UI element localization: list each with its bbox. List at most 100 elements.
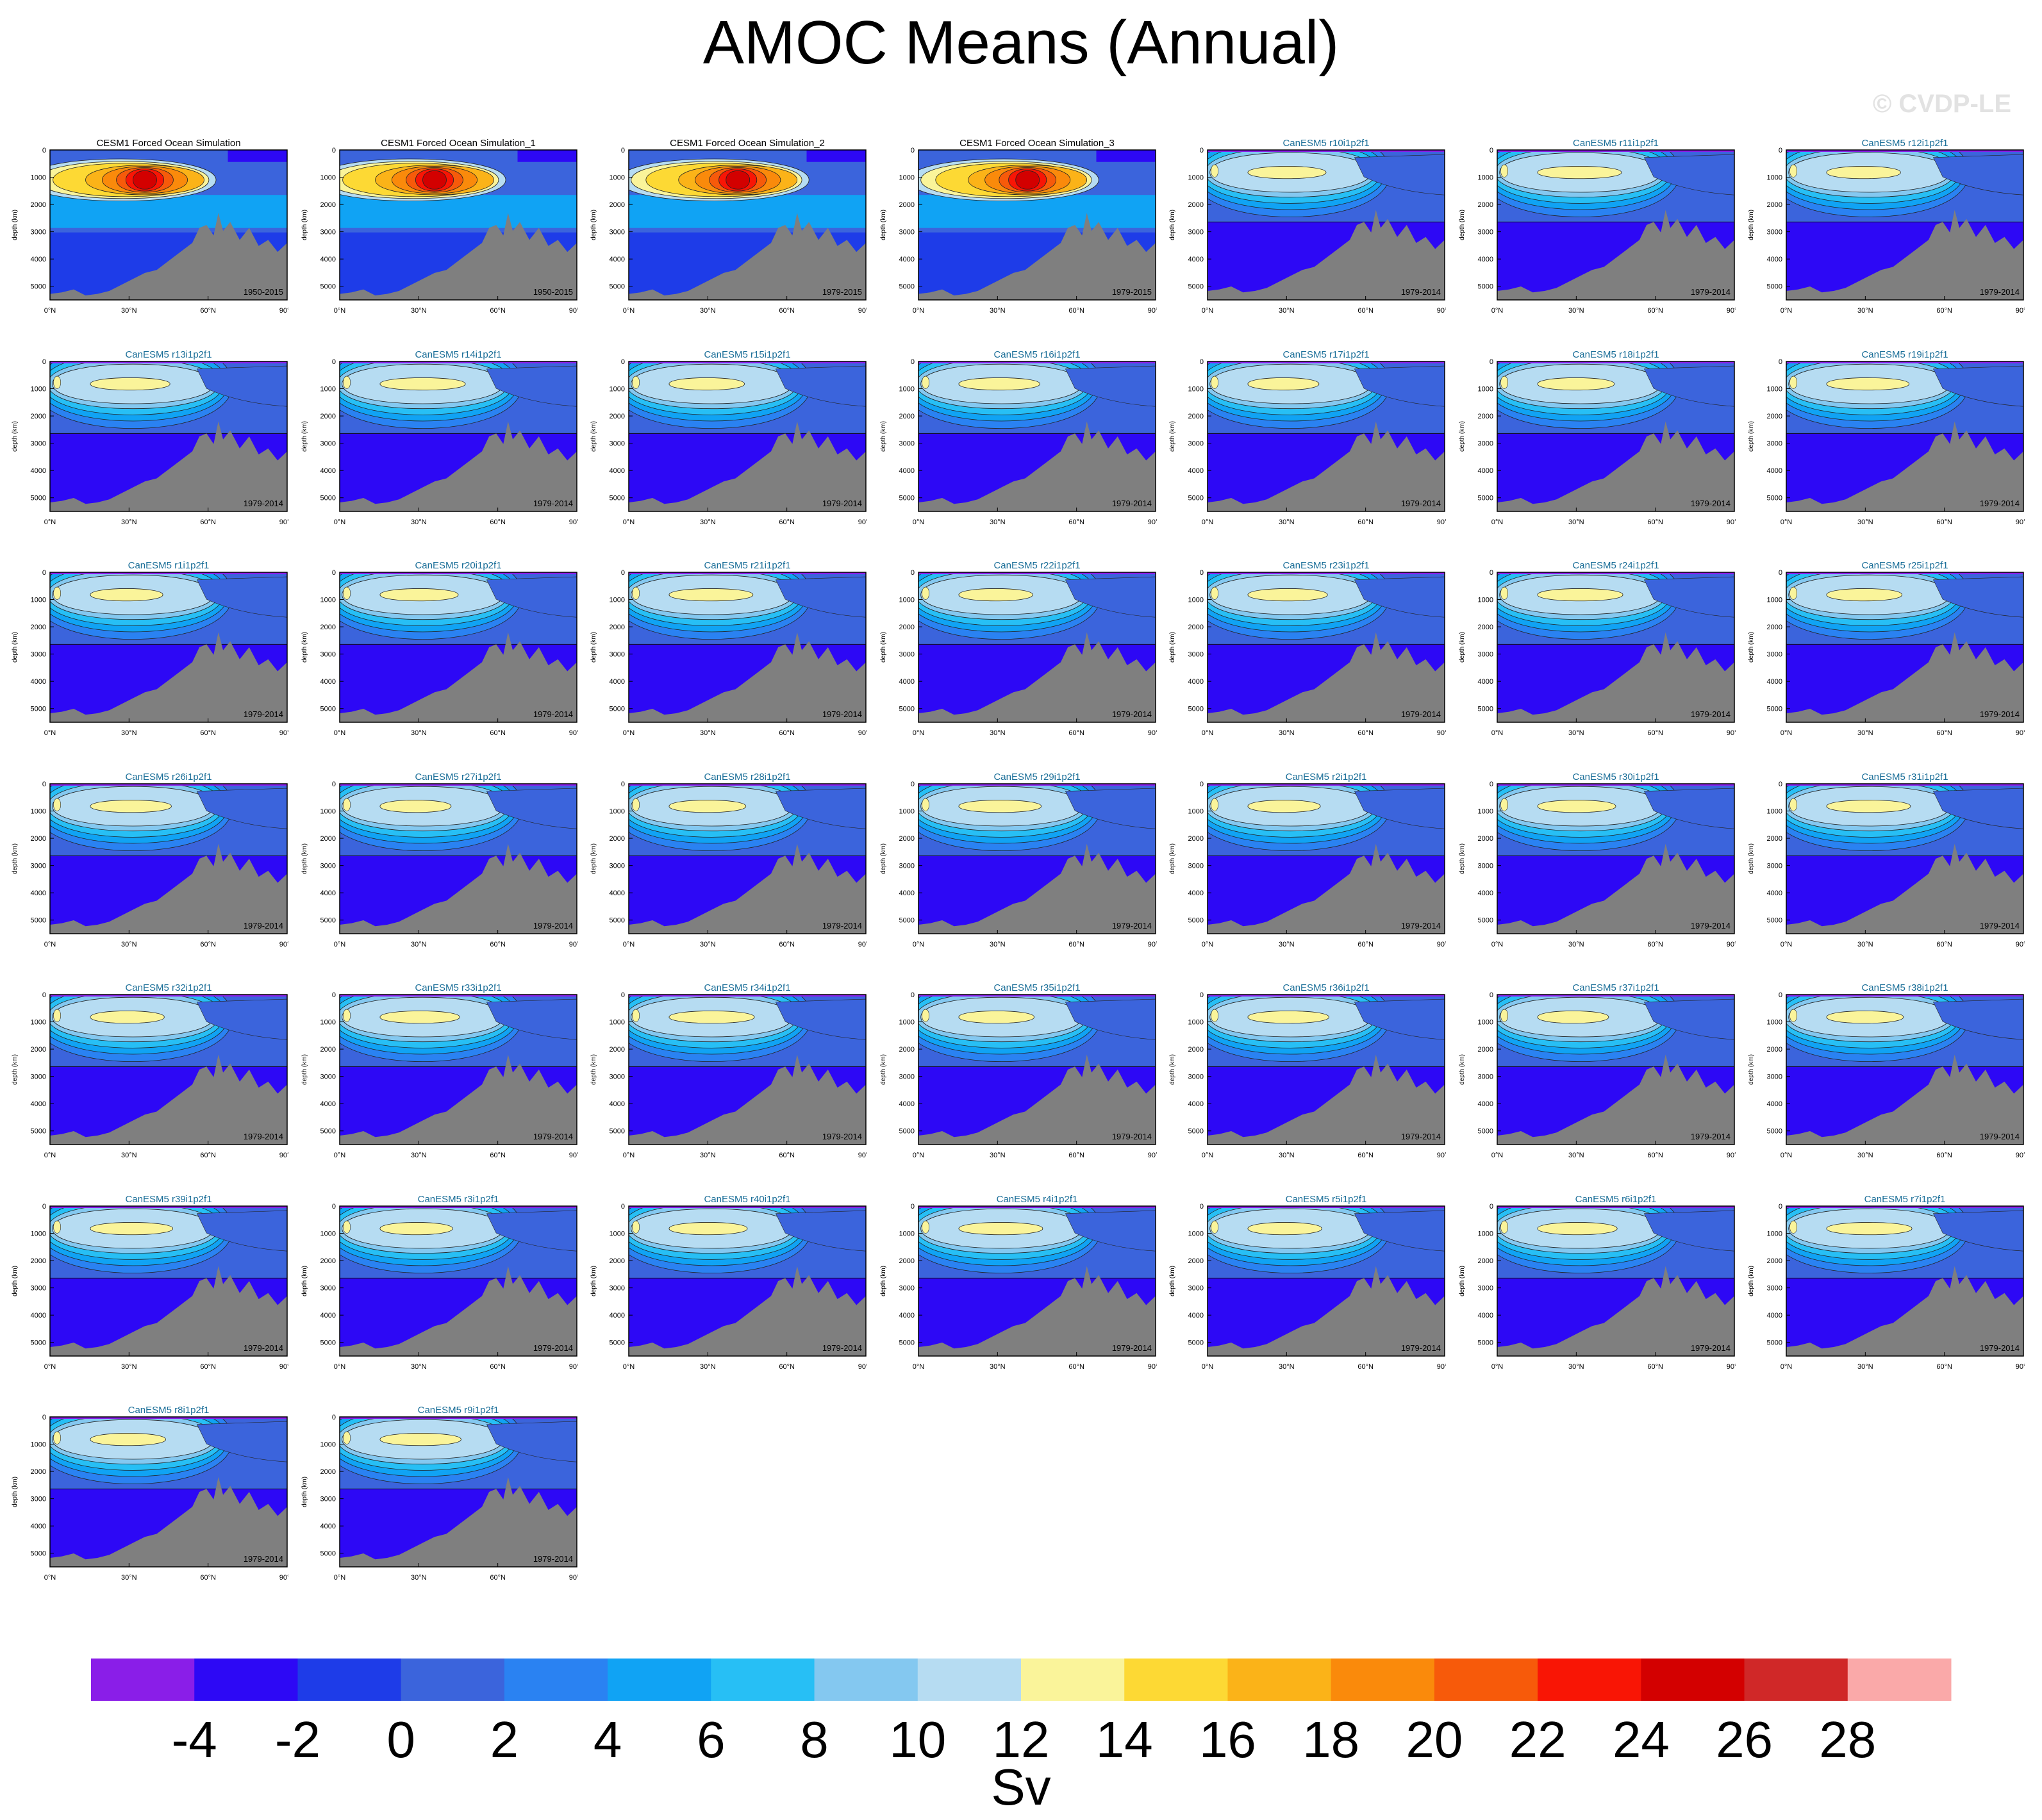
- x-tick-label: 30°N: [411, 518, 427, 526]
- x-tick-label: 90°N: [1437, 1363, 1446, 1371]
- x-tick-label: 30°N: [121, 1152, 137, 1159]
- y-tick-label: 3000: [1477, 1073, 1493, 1081]
- y-tick-label: 4000: [1477, 1100, 1493, 1108]
- y-tick-label: 0: [331, 147, 335, 154]
- field-band: [339, 783, 577, 786]
- period-label: 1979-2014: [244, 499, 283, 508]
- x-tick-label: 30°N: [1568, 1152, 1584, 1159]
- y-tick-label: 1000: [610, 174, 625, 182]
- x-tick-label: 90°N: [279, 941, 288, 948]
- y-tick-label: 4000: [320, 256, 335, 263]
- field-band: [339, 995, 577, 997]
- x-tick-label: 30°N: [1279, 518, 1295, 526]
- x-tick-label: 30°N: [1568, 1363, 1584, 1371]
- x-tick-label: 0°N: [623, 518, 635, 526]
- x-tick-label: 30°N: [1857, 941, 1873, 948]
- y-tick-label: 4000: [31, 256, 46, 263]
- panel-plot: CanESM5 r28i1p2f1 0 1000 2000 3000 4000 5000 de…: [590, 772, 867, 948]
- y-tick-label: 5000: [899, 706, 914, 713]
- panel-plot: CanESM5 r1i1p2f1 0 1000 2000 3000 4000 5000 dep…: [12, 560, 288, 737]
- contour-band: [958, 799, 1042, 813]
- field-band: [50, 1417, 287, 1419]
- y-axis-label: depth (km): [12, 210, 19, 240]
- x-tick-label: 30°N: [411, 307, 427, 315]
- x-tick-label: 90°N: [279, 307, 288, 315]
- y-tick-label: 4000: [31, 1523, 46, 1530]
- contour-band: [379, 1433, 461, 1446]
- period-label: 1979-2015: [1111, 287, 1151, 297]
- y-tick-label: 3000: [31, 651, 46, 659]
- x-tick-label: 30°N: [990, 518, 1006, 526]
- y-tick-label: 0: [331, 569, 335, 577]
- y-tick-label: 1000: [1477, 174, 1493, 182]
- field-band: [1497, 1205, 1734, 1208]
- field-band: [918, 995, 1156, 997]
- contour-band: [632, 1220, 640, 1234]
- amoc-panel: CanESM5 r26i1p2f1 0 1000 2000 3000 4000 5000 de…: [0, 768, 288, 973]
- panel-title: CanESM5 r13i1p2f1: [125, 349, 212, 360]
- y-tick-label: 2000: [1767, 201, 1782, 209]
- y-tick-label: 1000: [1188, 385, 1204, 393]
- y-tick-label: 2000: [31, 624, 46, 631]
- colorbar-swatch: [1124, 1659, 1228, 1701]
- x-tick-label: 0°N: [1491, 307, 1503, 315]
- x-tick-label: 0°N: [44, 1574, 56, 1582]
- panel-title: CanESM5 r31i1p2f1: [1861, 772, 1948, 782]
- field-band: [629, 1205, 866, 1208]
- x-tick-label: 30°N: [990, 307, 1006, 315]
- y-axis-label: depth (km): [1169, 1054, 1176, 1085]
- y-tick-label: 4000: [1188, 1100, 1204, 1108]
- x-tick-label: 30°N: [700, 1152, 716, 1159]
- x-tick-label: 60°N: [490, 941, 506, 948]
- amoc-panel: CanESM5 r32i1p2f1 0 1000 2000 3000 4000 5000 de…: [0, 979, 288, 1184]
- contour-band: [379, 799, 451, 813]
- panel-plot: CESM1 Forced Ocean Simulation_1 0 1000 2000…: [301, 138, 578, 315]
- x-tick-label: 90°N: [279, 518, 288, 526]
- bathymetry-mask: [629, 843, 866, 934]
- plot-frame: [49, 1205, 288, 1357]
- y-tick-label: 0: [621, 1203, 625, 1211]
- y-tick-label: 4000: [31, 467, 46, 475]
- x-tick-label: 60°N: [1357, 1152, 1374, 1159]
- y-tick-label: 2000: [610, 201, 625, 209]
- x-tick-label: 0°N: [623, 1363, 635, 1371]
- panel-plot: CanESM5 r34i1p2f1 0 1000 2000 3000 4000 5000 de…: [590, 982, 867, 1159]
- contour-band: [1500, 1009, 1508, 1022]
- field-band: [517, 150, 577, 162]
- x-tick-label: 30°N: [121, 941, 137, 948]
- colorbar-swatch: [1847, 1659, 1952, 1701]
- x-tick-label: 90°N: [1437, 307, 1446, 315]
- y-tick-label: 1000: [320, 174, 335, 182]
- y-tick-label: 3000: [320, 1496, 335, 1503]
- y-tick-label: 1000: [899, 597, 914, 604]
- contour-band: [90, 1011, 165, 1024]
- contour-band: [342, 1220, 351, 1234]
- y-axis-label: depth (km): [880, 632, 887, 663]
- amoc-panel: CanESM5 r34i1p2f1 0 1000 2000 3000 4000 5000 de…: [579, 979, 867, 1184]
- y-tick-label: 3000: [610, 1073, 625, 1081]
- plot-frame: [628, 782, 867, 934]
- amoc-panel: CESM1 Forced Ocean Simulation 0 1000 2000 30…: [0, 135, 288, 340]
- x-tick-label: 0°N: [623, 307, 635, 315]
- y-axis-label: depth (km): [1748, 421, 1755, 452]
- panel-title: CanESM5 r40i1p2f1: [704, 1194, 790, 1205]
- field-band: [339, 1205, 577, 1208]
- period-label: 1979-2014: [1980, 499, 2020, 508]
- contour-band: [1826, 377, 1910, 390]
- y-tick-label: 1000: [610, 1230, 625, 1237]
- y-tick-label: 3000: [1477, 651, 1493, 659]
- period-label: 1979-2014: [1401, 1132, 1441, 1141]
- x-tick-label: 90°N: [858, 307, 867, 315]
- x-tick-label: 90°N: [858, 1152, 867, 1159]
- bathymetry-mask: [1497, 421, 1734, 511]
- x-tick-label: 0°N: [1491, 1363, 1503, 1371]
- plot-frame: [1786, 1205, 2024, 1357]
- x-tick-label: 90°N: [1437, 518, 1446, 526]
- x-tick-label: 90°N: [279, 1363, 288, 1371]
- panel-title: CESM1 Forced Ocean Simulation_3: [959, 138, 1115, 149]
- period-label: 1979-2014: [1980, 921, 2020, 931]
- y-axis-label: depth (km): [1169, 632, 1176, 663]
- amoc-panel: CanESM5 r2i1p2f1 0 1000 2000 3000 4000 5000 dep…: [1158, 768, 1446, 973]
- y-tick-label: 4000: [320, 467, 335, 475]
- y-tick-label: 2000: [31, 413, 46, 420]
